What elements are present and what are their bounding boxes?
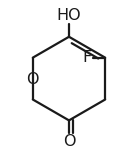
Text: O: O	[63, 134, 75, 149]
Text: HO: HO	[57, 8, 81, 23]
Text: F: F	[82, 50, 91, 65]
Text: O: O	[26, 72, 39, 87]
